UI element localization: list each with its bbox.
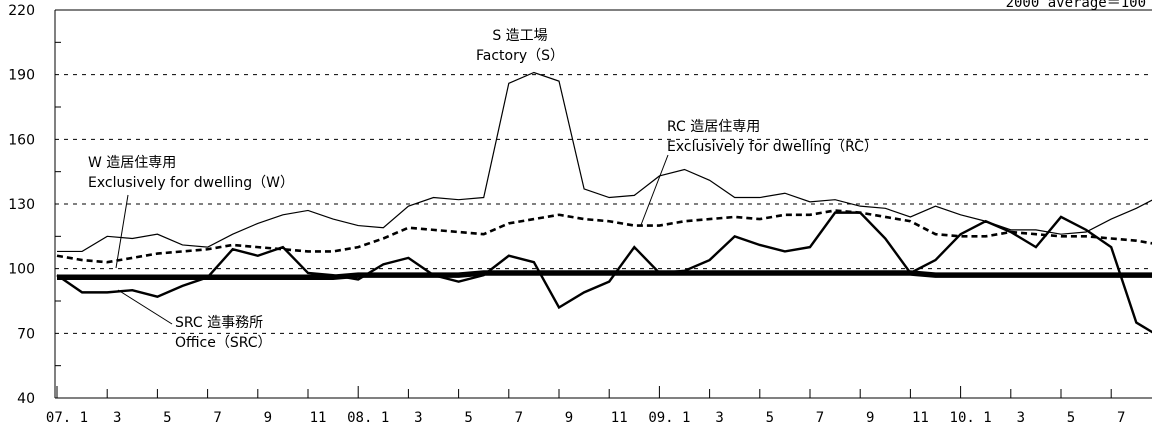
annotation-dwelling-w-jp: W 造居住専用: [88, 155, 177, 171]
annotation-dwelling-w: W 造居住専用 Exclusively for dwelling（W）: [88, 153, 294, 193]
x-tick-label: 5: [766, 410, 774, 426]
x-tick-label: 7: [1117, 410, 1125, 426]
x-tick-label: 7: [515, 410, 523, 426]
y-tick-label-70: 70: [17, 326, 35, 342]
leader-w: [115, 194, 129, 269]
y-tick-label-220: 220: [8, 3, 35, 19]
series-office-src: [56, 211, 1152, 334]
series-dwelling-w: [57, 270, 1152, 281]
annotation-dwelling-rc-en: Exclusively for dwelling（RC）: [667, 139, 878, 155]
x-tick-label: 11: [611, 410, 628, 426]
base-year-note: 2000 average＝100: [1005, 0, 1146, 11]
series-dwelling-rc: [56, 209, 1152, 264]
x-tick-label: 9: [866, 410, 874, 426]
annotation-office-src: SRC 造事務所 Office（SRC）: [175, 313, 272, 353]
x-tick-label: 3: [113, 410, 121, 426]
x-tick-label: 3: [414, 410, 422, 426]
annotation-office-src-jp: SRC 造事務所: [175, 315, 264, 331]
x-tick-label: 3: [1017, 410, 1025, 426]
x-tick-label: 9: [565, 410, 573, 426]
x-tick-label: 07. 1: [46, 410, 88, 426]
y-tick-label-160: 160: [8, 132, 35, 148]
y-tick-label-190: 190: [8, 68, 35, 84]
leader-src: [117, 289, 173, 325]
x-tick-label: 5: [464, 410, 472, 426]
annotation-factory-s: S 造工場 Factory（S）: [476, 26, 564, 66]
x-tick-label: 11: [310, 410, 327, 426]
x-tick-label: 5: [163, 410, 171, 426]
y-tick-label-100: 100: [8, 262, 35, 278]
x-tick-label: 11: [912, 410, 929, 426]
x-tick-label: 09. 1: [648, 410, 690, 426]
series-factory-s: [57, 71, 1152, 253]
annotation-office-src-en: Office（SRC）: [175, 335, 272, 351]
y-tick-label-40: 40: [17, 391, 35, 407]
annotation-dwelling-rc: RC 造居住専用 Exclusively for dwelling（RC）: [667, 117, 878, 157]
annotation-factory-s-jp: S 造工場: [492, 28, 548, 44]
x-tick-label: 08. 1: [347, 410, 389, 426]
leader-rc: [640, 154, 669, 226]
annotation-dwelling-w-en: Exclusively for dwelling（W）: [88, 175, 294, 191]
x-tick-label: 3: [715, 410, 723, 426]
x-tick-label: 7: [213, 410, 221, 426]
x-tick-label: 5: [1067, 410, 1075, 426]
annotation-factory-s-en: Factory（S）: [476, 48, 565, 64]
x-tick-label: 7: [816, 410, 824, 426]
x-tick-label: 10. 1: [950, 410, 992, 426]
annotation-dwelling-rc-jp: RC 造居住専用: [667, 119, 761, 135]
x-tick-label: 9: [264, 410, 272, 426]
y-tick-label-130: 130: [8, 197, 35, 213]
